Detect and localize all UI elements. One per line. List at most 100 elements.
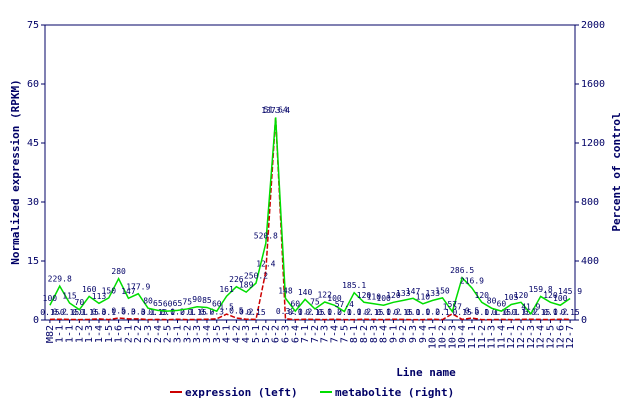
x-tick-label: 1-6 <box>114 325 125 343</box>
x-tick-label: 10-1 <box>428 325 439 349</box>
x-tick-label: 1-3 <box>84 325 95 343</box>
value-label: 148 <box>278 287 293 296</box>
x-tick-label: 3-1 <box>173 325 184 343</box>
x-tick-label: 3-3 <box>192 325 203 343</box>
value-label: 0.1 <box>475 308 490 317</box>
x-tick-label: 9-1 <box>388 325 399 343</box>
value-label: 80 <box>487 297 497 306</box>
value-label: 0.3 <box>121 307 136 316</box>
value-label: 100 <box>376 294 391 303</box>
value-label: 60 <box>290 300 300 309</box>
y2-tick-label: 1200 <box>581 138 605 149</box>
value-label: 0.1 <box>416 308 431 317</box>
value-label: 60 <box>497 300 507 309</box>
x-tick-label: 7-4 <box>330 325 341 343</box>
x-tick-label: 8-1 <box>349 325 360 343</box>
x-tick-label: 3-2 <box>182 325 193 343</box>
value-label: 0.15 <box>511 308 530 317</box>
value-label: 0.2 <box>386 308 401 317</box>
value-label: 0.5 <box>111 307 126 316</box>
x-tick-label: 10-4 <box>457 325 468 349</box>
x-tick-label: 8-3 <box>369 325 380 343</box>
x-tick-label: 2-3 <box>143 325 154 343</box>
x-tick-label: 9-3 <box>408 325 419 343</box>
value-label: 57.4 <box>335 300 354 309</box>
x-tick-label: 11-2 <box>477 325 488 349</box>
value-label: 147 <box>406 287 421 296</box>
value-label: 0.1 <box>376 308 391 317</box>
x-tick-label: 7-5 <box>339 325 350 343</box>
value-label: 0.1 <box>406 308 421 317</box>
value-label: 0.2 <box>239 308 254 317</box>
value-label: 0.2 <box>298 308 313 317</box>
x-tick-label: 6-3 <box>280 325 291 343</box>
y-tick-label: 0 <box>33 315 39 326</box>
x-tick-label: 10-3 <box>447 325 458 349</box>
y-tick-label: 15 <box>27 256 39 267</box>
value-label: 0.15 <box>364 308 383 317</box>
x-tick-label: 1-1 <box>55 325 66 343</box>
y2-axis-title: Percent of control <box>610 112 623 231</box>
value-label: 0.15 <box>560 308 579 317</box>
x-tick-label: 1-5 <box>104 325 115 343</box>
value-label: 122 <box>317 291 332 300</box>
value-label: 113 <box>92 292 107 301</box>
value-label: 0.15 <box>80 308 99 317</box>
value-label: 1373.4 <box>261 106 290 115</box>
value-label: 229.8 <box>48 275 72 284</box>
value-label: 100 <box>43 294 58 303</box>
value-label: 0.1 <box>347 308 362 317</box>
x-tick-label: 3-4 <box>202 325 213 343</box>
x-tick-label: 1-2 <box>74 325 85 343</box>
value-label: 0.32 <box>276 307 295 316</box>
value-label: 0.15 <box>394 308 413 317</box>
x-tick-label: M82 <box>45 325 56 343</box>
value-label: 0.15 <box>492 308 511 317</box>
value-label: 60 <box>212 300 222 309</box>
value-label: 0.1 <box>180 308 195 317</box>
value-label: 120 <box>475 291 490 300</box>
value-label: 120 <box>543 291 558 300</box>
value-label: 159.8 <box>529 285 553 294</box>
value-label: 161 <box>219 285 234 294</box>
y2-tick-label: 0 <box>581 315 587 326</box>
value-label: 133 <box>396 289 411 298</box>
value-label: 0.3 <box>92 307 107 316</box>
value-label: 100 <box>553 294 568 303</box>
value-label: 133 <box>425 289 440 298</box>
value-label: 75 <box>182 297 192 306</box>
x-tick-label: 8-4 <box>379 325 390 343</box>
x-tick-label: 5-1 <box>251 325 262 343</box>
value-label: 110 <box>367 292 382 301</box>
value-label: 0.3 <box>131 307 146 316</box>
series-line <box>49 116 571 321</box>
value-label: 0.15 <box>148 308 167 317</box>
y-tick-label: 75 <box>27 20 39 31</box>
value-label: 0.2 <box>170 308 185 317</box>
value-label: 216.9 <box>460 277 484 286</box>
value-label: 145.9 <box>558 287 582 296</box>
value-label: 0.15 <box>452 308 471 317</box>
value-label: 60 <box>163 300 173 309</box>
value-label: 150 <box>435 286 450 295</box>
value-label: 0.1 <box>504 308 519 317</box>
y-tick-label: 60 <box>27 79 39 90</box>
value-label: 0.2 <box>327 308 342 317</box>
value-label: 120 <box>514 291 529 300</box>
value-label: 12.4 <box>256 260 275 269</box>
x-tick-label: 5-2 <box>261 325 272 343</box>
value-label: 147 <box>121 287 136 296</box>
value-label: 0.15 <box>246 308 265 317</box>
value-label: 75 <box>310 297 320 306</box>
value-label: 105 <box>504 293 519 302</box>
value-label: 0.1 <box>337 308 352 317</box>
x-tick-label: 4-2 <box>231 325 242 343</box>
value-label: 280 <box>111 267 126 276</box>
value-label: 0.15 <box>531 308 550 317</box>
y2-tick-label: 1600 <box>581 79 605 90</box>
value-label: 0.1 <box>484 308 499 317</box>
value-label: 226 <box>229 275 244 284</box>
y2-tick-label: 800 <box>581 197 599 208</box>
value-label: 100 <box>327 294 342 303</box>
value-label: 51.64 <box>264 105 288 114</box>
